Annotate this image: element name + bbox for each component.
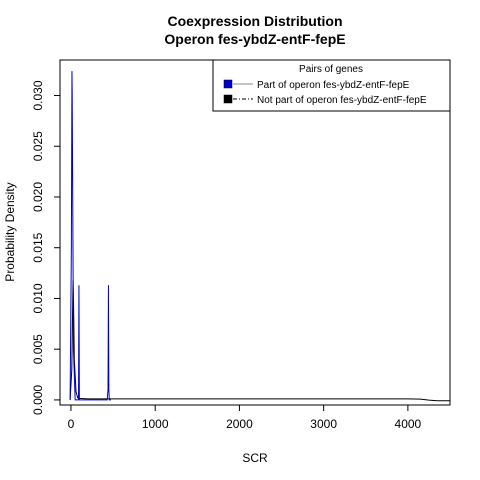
y-axis: 0.000 0.005 0.010 0.015 0.020 0.025 0.030	[31, 80, 60, 415]
y-tick-label: 0.025	[31, 131, 45, 161]
y-tick-label: 0.010	[31, 283, 45, 313]
y-axis-label: Probability Density	[3, 182, 17, 281]
legend-title: Pairs of genes	[299, 64, 363, 75]
x-tick-label: 2000	[226, 417, 253, 431]
legend-label-not-part-of-operon: Not part of operon fes-ybdZ-entF-fepE	[257, 95, 427, 106]
legend-box	[212, 59, 451, 112]
y-tick-label: 0.015	[31, 232, 45, 262]
x-axis: 0 1000 2000 3000 4000	[68, 405, 422, 431]
y-tick-label: 0.020	[31, 182, 45, 212]
legend-swatch-part-of-operon	[223, 79, 233, 89]
x-axis-label: SCR	[242, 451, 268, 465]
y-tick-label: 0.005	[31, 334, 45, 364]
series-line-not-part-of-operon	[69, 280, 450, 402]
y-tick-label: 0.000	[31, 385, 45, 415]
x-tick-label: 1000	[142, 417, 169, 431]
plot-frame	[59, 59, 451, 406]
legend-label-part-of-operon: Part of operon fes-ybdZ-entF-fepE	[257, 80, 410, 91]
chart-title-line1: Coexpression Distribution	[167, 13, 342, 29]
chart-title-line2: Operon fes-ybdZ-entF-fepE	[164, 31, 345, 47]
series-line-part-of-operon	[69, 71, 111, 401]
y-tick-label: 0.030	[31, 80, 45, 110]
legend-swatch-not-part-of-operon	[223, 94, 233, 104]
x-tick-label: 3000	[310, 417, 337, 431]
x-tick-label: 0	[68, 417, 75, 431]
x-tick-label: 4000	[395, 417, 422, 431]
legend: Pairs of genes Part of operon fes-ybdZ-e…	[212, 59, 451, 112]
plot-lines	[69, 71, 450, 402]
